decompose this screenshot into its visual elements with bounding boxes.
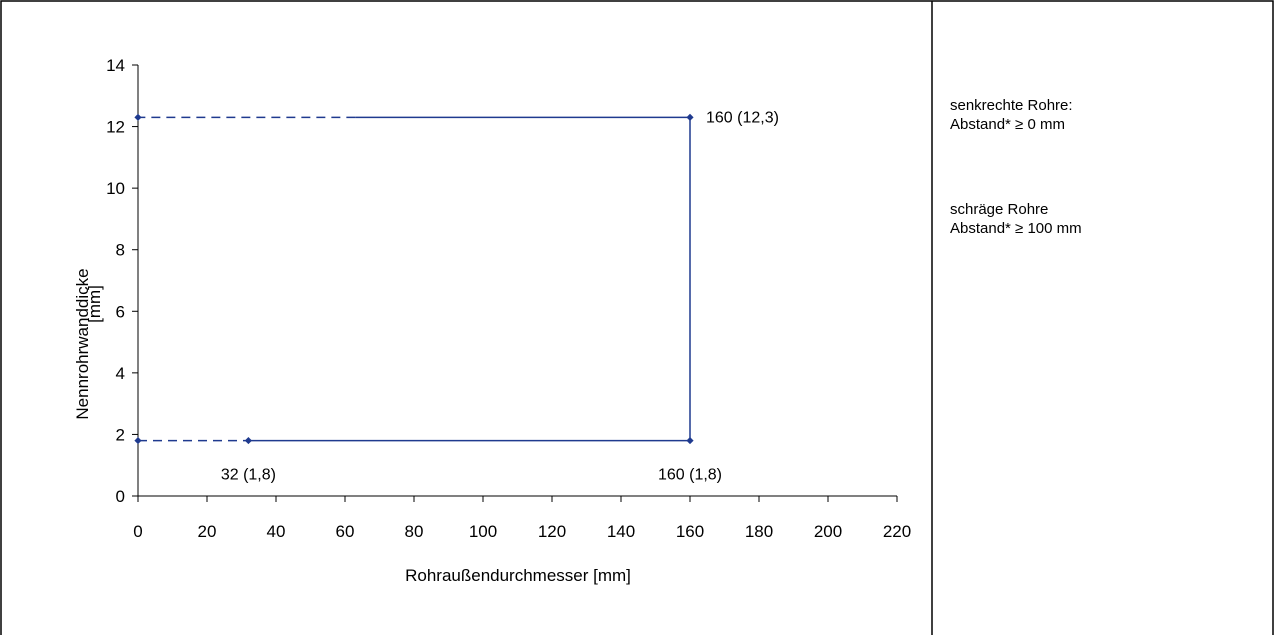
- y-axis-title: Nennrohrwanddicke: [73, 268, 92, 419]
- x-tick-label: 0: [133, 522, 142, 541]
- x-tick-label: 140: [607, 522, 635, 541]
- note-vertical-value: Abstand* ≥ 0 mm: [950, 116, 1065, 133]
- axes: 0 20 40 60 80 100 120 140 160 180 200 220 0 2 4 6 8 10 12 1…: [106, 56, 911, 541]
- x-tick-label: 40: [267, 522, 286, 541]
- note-vertical-title: senkrechte Rohre:: [950, 97, 1073, 114]
- markers: [134, 113, 694, 445]
- x-tick-label: 200: [814, 522, 842, 541]
- y-tick-label: 6: [116, 302, 125, 321]
- data-point-marker: [134, 436, 142, 445]
- x-tick-label: 100: [469, 522, 497, 541]
- y-tick-label: 2: [116, 425, 125, 444]
- note-inclined-pipes: schräge Rohre Abstand* ≥ 100 mm: [950, 200, 1082, 238]
- series-line: [248, 116, 691, 442]
- x-tick-label: 120: [538, 522, 566, 541]
- y-tick-label: 10: [106, 179, 125, 198]
- x-tick-label: 60: [336, 522, 355, 541]
- y-tick-label: 14: [106, 56, 125, 75]
- note-inclined-value: Abstand* ≥ 100 mm: [950, 220, 1082, 237]
- data-label: 160 (1,8): [658, 467, 722, 484]
- note-vertical-pipes: senkrechte Rohre: Abstand* ≥ 0 mm: [950, 96, 1073, 134]
- y-tick-label: 0: [116, 487, 125, 506]
- data-point-marker: [686, 436, 694, 445]
- x-axis-title: Rohraußendurchmesser [mm]: [405, 566, 631, 585]
- y-tick-label: 8: [116, 241, 125, 260]
- data-point-marker: [686, 113, 694, 121]
- data-point-marker: [244, 436, 252, 445]
- data-point-marker: [134, 113, 142, 121]
- x-tick-label: 160: [676, 522, 704, 541]
- data-label: 32 (1,8): [221, 467, 276, 484]
- note-inclined-title: schräge Rohre: [950, 201, 1049, 218]
- x-tick-label: 220: [883, 522, 911, 541]
- x-tick-label: 80: [405, 522, 424, 541]
- y-tick-label: 12: [106, 118, 125, 137]
- data-label: 160 (12,3): [706, 109, 779, 126]
- series: [138, 116, 691, 442]
- annotations: 32 (1,8) 160 (1,8) 160 (12,3): [221, 109, 779, 483]
- y-axis-unit: [mm]: [85, 285, 104, 323]
- y-tick-label: 4: [116, 364, 125, 383]
- x-tick-label: 20: [198, 522, 217, 541]
- x-tick-label: 180: [745, 522, 773, 541]
